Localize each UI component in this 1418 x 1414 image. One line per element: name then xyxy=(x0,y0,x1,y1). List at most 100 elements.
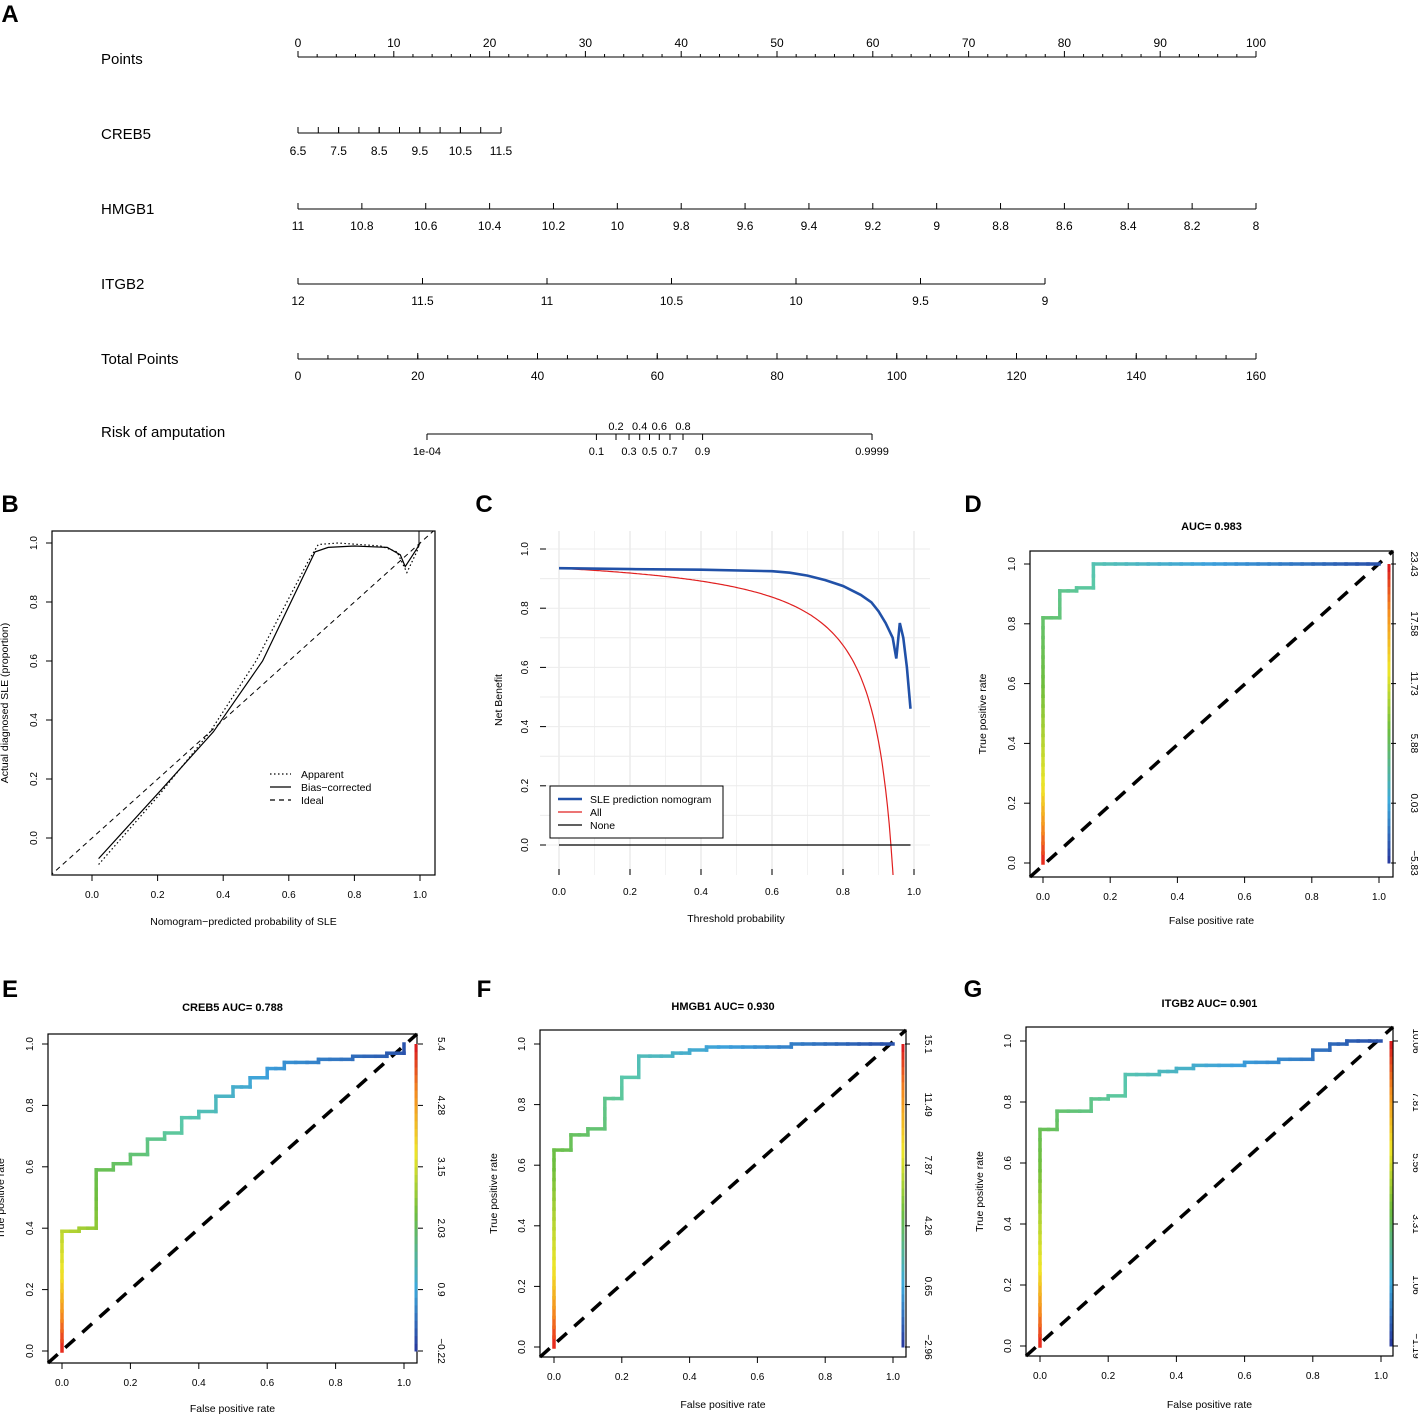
colorbar-label: −5.83 xyxy=(1408,850,1418,876)
x-axis-label: Nomogram−predicted probability of SLE xyxy=(150,916,336,928)
y-axis-label: True positive rate xyxy=(977,673,989,754)
colorbar-segment xyxy=(414,1212,418,1222)
colorbar-segment xyxy=(901,1187,905,1196)
colorbar-segment xyxy=(1387,653,1391,662)
colorbar-segment xyxy=(901,1104,905,1113)
colorbar-segment xyxy=(901,1233,905,1242)
colorbar-segment xyxy=(414,1304,418,1314)
nomogram-tick-label: 60 xyxy=(651,369,665,383)
colorbar-segment xyxy=(1387,810,1391,819)
colorbar-label: 2.03 xyxy=(435,1218,446,1238)
colorbar-segment xyxy=(1389,1315,1393,1324)
legend-label: Apparent xyxy=(301,769,344,781)
y-tick-label: 1.0 xyxy=(517,1037,528,1051)
colorbar-segment xyxy=(414,1159,418,1168)
colorbar-label: −0.22 xyxy=(435,1338,446,1364)
y-tick-label: 0.6 xyxy=(29,654,40,668)
colorbar-label: 17.58 xyxy=(1408,611,1418,636)
y-tick-label: 0.4 xyxy=(517,1218,528,1232)
colorbar-segment xyxy=(901,1256,905,1265)
colorbar-segment xyxy=(1389,1300,1393,1309)
plot-frame xyxy=(539,1029,907,1358)
colorbar-segment xyxy=(901,1293,905,1303)
colorbar-segment xyxy=(1387,765,1391,774)
colorbar-segment xyxy=(1387,825,1391,834)
nomogram-tick-label: 8.5 xyxy=(371,144,388,158)
colorbar-segment xyxy=(901,1309,905,1318)
panel-label-C: C xyxy=(475,491,492,518)
points-tick-label: 80 xyxy=(1058,36,1072,50)
legend-label: Ideal xyxy=(301,795,324,807)
nomogram-tick-label: 8 xyxy=(1253,219,1260,233)
colorbar-segment xyxy=(414,1097,418,1106)
x-tick-label: 0.8 xyxy=(329,1378,343,1389)
colorbar-segment xyxy=(1389,1048,1393,1057)
colorbar-segment xyxy=(901,1142,905,1151)
colorbar-segment xyxy=(1387,795,1391,804)
colorbar-label: 0.03 xyxy=(1408,793,1418,813)
risk-tick-label: 1e-04 xyxy=(413,446,441,458)
colorbar-segment xyxy=(414,1251,418,1260)
y-axis-label: True positive rate xyxy=(0,1158,7,1239)
colorbar-segment xyxy=(414,1335,418,1344)
nomogram-tick-label: 9.2 xyxy=(864,219,881,233)
nomogram-tick-label: 8.2 xyxy=(1184,219,1201,233)
x-tick-label: 0.2 xyxy=(623,887,637,898)
colorbar-segment xyxy=(901,1324,905,1333)
colorbar-segment xyxy=(901,1134,905,1143)
nomogram-tick-label: 40 xyxy=(531,369,545,383)
nomogram-row-label: ITGB2 xyxy=(101,276,144,293)
colorbar-segment xyxy=(1387,631,1391,640)
x-axis-label: False positive rate xyxy=(1167,1399,1252,1411)
y-tick-label: 0.8 xyxy=(25,1098,36,1112)
nomogram-tick-label: 10 xyxy=(611,219,625,233)
colorbar-label: 0.65 xyxy=(922,1277,933,1297)
colorbar-label: 10.06 xyxy=(1410,1028,1418,1053)
colorbar-label: 1.06 xyxy=(1410,1275,1418,1295)
colorbar-segment xyxy=(414,1281,418,1291)
colorbar-segment xyxy=(414,1074,418,1083)
y-tick-label: 1.0 xyxy=(1007,557,1018,571)
nomogram-tick-label: 9 xyxy=(1042,294,1049,308)
colorbar-segment xyxy=(414,1105,418,1114)
y-tick-label: 0.0 xyxy=(517,1340,528,1354)
x-axis-label: False positive rate xyxy=(680,1399,765,1411)
colorbar-segment xyxy=(414,1174,418,1183)
colorbar-segment xyxy=(1389,1323,1393,1332)
nomogram-tick-label: 7.5 xyxy=(330,144,347,158)
risk-tick-label: 0.6 xyxy=(652,421,667,433)
nomogram-row-label: Total Points xyxy=(101,351,179,368)
points-tick-label: 10 xyxy=(387,36,401,50)
nomogram-tick-label: 9.6 xyxy=(737,219,754,233)
x-tick-label: 0.8 xyxy=(347,890,361,901)
colorbar-segment xyxy=(414,1297,418,1306)
roc-title: AUC= 0.983 xyxy=(1181,521,1242,533)
chance-diagonal xyxy=(1024,1025,1395,1358)
colorbar-label: 11.73 xyxy=(1408,671,1418,696)
nomogram-row-label: CREB5 xyxy=(101,126,151,143)
colorbar-segment xyxy=(901,1081,905,1090)
colorbar-segment xyxy=(1389,1208,1393,1217)
y-tick-label: 0.2 xyxy=(1003,1278,1014,1292)
x-tick-label: 0.6 xyxy=(1238,1371,1252,1382)
colorbar-segment xyxy=(1387,818,1391,827)
x-tick-label: 0.2 xyxy=(1101,1371,1115,1382)
colorbar-segment xyxy=(901,1203,905,1212)
colorbar-segment xyxy=(1387,758,1391,767)
colorbar-segment xyxy=(414,1059,418,1068)
nomogram-tick-label: 6.5 xyxy=(290,144,307,158)
colorbar-label: 23.43 xyxy=(1408,551,1418,576)
colorbar-segment xyxy=(1389,1140,1393,1149)
y-tick-label: 1.0 xyxy=(520,542,531,556)
colorbar-segment xyxy=(1389,1071,1393,1080)
all-line xyxy=(558,567,894,875)
nomogram-tick-label: 140 xyxy=(1126,369,1146,383)
colorbar-segment xyxy=(1387,623,1391,632)
colorbar-segment xyxy=(1389,1178,1393,1187)
colorbar-segment xyxy=(901,1263,905,1272)
colorbar-segment xyxy=(1389,1262,1393,1271)
colorbar-segment xyxy=(1387,833,1391,842)
y-tick-label: 0.4 xyxy=(25,1221,36,1235)
panel-label-A: A xyxy=(1,1,18,28)
nomogram-line xyxy=(558,566,912,709)
